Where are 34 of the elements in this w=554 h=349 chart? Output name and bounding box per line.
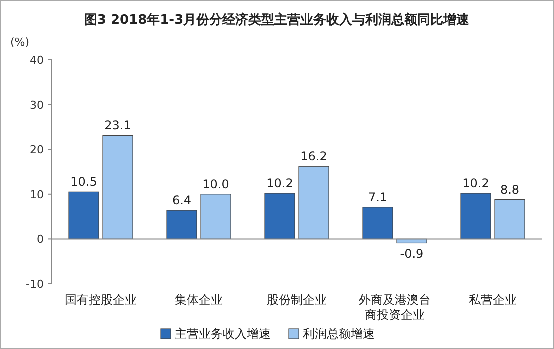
bar [362, 207, 394, 240]
y-axis-title: (%) [10, 36, 30, 49]
x-tick-label: 集体企业 [175, 293, 223, 307]
bar [102, 135, 134, 240]
y-tick-label: 20 [30, 144, 44, 157]
chart-title: 图3 2018年1-3月份分经济类型主营业务收入与利润总额同比增速 [84, 12, 471, 28]
x-tick-label: 私营企业 [469, 293, 517, 307]
bar [298, 166, 330, 240]
bar [264, 193, 296, 240]
bar [460, 193, 492, 240]
y-tick-label: 0 [37, 233, 44, 246]
data-label: 7.1 [368, 190, 388, 204]
legend-label: 主营业务收入增速 [175, 327, 271, 341]
data-label: 6.4 [172, 194, 192, 208]
data-label: 16.2 [300, 150, 328, 164]
x-tick-label: 外商及港澳台商投资企业 [359, 293, 431, 322]
y-tick-label: 40 [30, 54, 44, 67]
legend-label: 利润总额增速 [303, 327, 375, 341]
data-label: 10.5 [70, 175, 98, 190]
y-tick-label: 10 [30, 188, 44, 202]
bar [200, 194, 232, 240]
bar [494, 199, 526, 240]
data-label: 8.8 [500, 182, 520, 197]
data-label: 10.0 [202, 177, 230, 192]
bar [166, 210, 198, 240]
data-label: -0.9 [400, 247, 424, 262]
data-label: 23.1 [104, 118, 132, 133]
x-tick-label: 股份制企业 [267, 293, 327, 307]
bar [68, 192, 100, 240]
x-tick-label: 国有控股企业 [65, 293, 137, 307]
y-tick-label: -10 [26, 278, 44, 291]
data-label: 10.2 [462, 176, 490, 191]
data-label: 10.2 [266, 176, 294, 191]
y-tick-label: 30 [30, 98, 44, 112]
